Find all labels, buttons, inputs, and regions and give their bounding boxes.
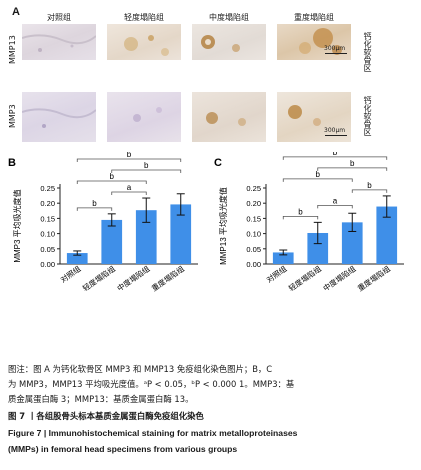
significance-bracket: [317, 167, 388, 171]
panel-letter: B: [8, 157, 16, 169]
figure-note-line-3: 质金属蛋白酶 3；MMP13：基质金属蛋白酶 13。: [8, 394, 194, 404]
significance-bracket: [76, 207, 113, 211]
column-header-severe: 重度塌陷组: [294, 13, 334, 22]
bar-3: [376, 206, 398, 264]
significance-label: b: [367, 181, 372, 190]
bar-2: [341, 222, 363, 264]
bar-0: [272, 252, 294, 264]
scale-bar-label: 300μm: [324, 127, 346, 134]
micrograph-mmp3-moderate: [192, 92, 266, 142]
x-tick-label: 轻度塌陷组: [80, 263, 117, 293]
significance-bracket: [351, 189, 388, 193]
scale-bar-label: 300μm: [324, 45, 346, 52]
significance-label: b: [92, 199, 97, 208]
micrograph-mmp3-control: [22, 92, 96, 142]
micrograph-mmp13-control: [22, 24, 96, 60]
micrograph-mmp13-moderate: [192, 24, 266, 60]
significance-bracket: [317, 204, 353, 209]
significance-label: b: [350, 159, 355, 168]
micrograph-mmp3-severe: 300μm: [277, 92, 351, 142]
y-axis-label: MMP3 平均吸光度值: [12, 189, 22, 262]
y-axis-label: MMP13 平均吸光度值: [218, 187, 228, 265]
figure-title-en-line-1: Figure 7 | Immunohistochemical staining …: [8, 428, 298, 438]
column-header-mild: 轻度塌陷组: [124, 13, 164, 22]
scale-bar: [325, 53, 347, 54]
significance-bracket: [111, 191, 147, 196]
significance-bracket: [111, 169, 182, 174]
y-tick-label: 0.10: [40, 230, 55, 239]
significance-label: b: [316, 170, 321, 179]
x-tick-label: 中度塌陷组: [115, 263, 152, 293]
figure-note-line-1: 图注：图 A 为钙化软骨区 MMP3 和 MMP13 免疫组化染色图片；B，C: [8, 364, 273, 374]
column-header-moderate: 中度塌陷组: [209, 13, 249, 22]
significance-bracket: [282, 178, 353, 182]
figure-title-cn: 图 7 丨各组股骨头标本基质金属蛋白酶免疫组化染色: [8, 411, 204, 421]
panel-letter: C: [214, 157, 222, 169]
bar-1: [101, 219, 123, 264]
x-tick-label: 重度塌陷组: [355, 263, 392, 293]
y-tick-label: 0.15: [246, 214, 261, 223]
significance-label: b: [144, 161, 149, 170]
bar-3: [170, 204, 192, 264]
x-tick-label: 轻度塌陷组: [286, 263, 323, 293]
y-tick-label: 0.25: [246, 184, 261, 193]
micrograph-mmp3-mild: [107, 92, 181, 142]
x-tick-label: 中度塌陷组: [321, 263, 358, 293]
y-tick-label: 0.00: [246, 260, 261, 269]
x-tick-label: 对照组: [264, 263, 289, 284]
y-tick-label: 0.05: [40, 245, 55, 254]
significance-bracket: [282, 215, 319, 220]
x-tick-label: 重度塌陷组: [149, 263, 186, 293]
row-label-mmp3: MMP3: [8, 104, 17, 128]
chart-panel-c: C MMP13 平均吸光度值 0.00 0.05 0.10 0.15 0.20 0.25 对照组…: [214, 152, 404, 293]
figure-note-line-2: 为 MMP3，MMP13 平均吸光度值。ᵃP < 0.05，ᵇP < 0.000…: [8, 379, 295, 389]
micrograph-mmp13-severe: 300μm: [277, 24, 351, 60]
y-tick-label: 0.10: [246, 230, 261, 239]
row-label-mmp13: MMP13: [8, 35, 17, 64]
side-label-calcified-cartilage: 钙化软骨区: [363, 32, 372, 72]
y-tick-label: 0.25: [40, 184, 55, 193]
bar-2: [135, 210, 157, 264]
scale-bar: [325, 135, 347, 136]
y-tick-label: 0.05: [246, 245, 261, 254]
significance-label: b: [298, 207, 303, 216]
micrograph-mmp13-mild: [107, 24, 181, 60]
y-tick-label: 0.15: [40, 214, 55, 223]
significance-label: a: [127, 183, 132, 192]
significance-bracket: [76, 158, 182, 163]
y-tick-label: 0.20: [40, 199, 55, 208]
significance-bracket: [282, 156, 388, 160]
x-tick-label: 对照组: [58, 263, 83, 284]
column-header-control: 对照组: [47, 13, 71, 22]
significance-label: b: [110, 172, 115, 181]
y-tick-label: 0.00: [40, 260, 55, 269]
significance-label: a: [333, 196, 338, 205]
bar-1: [307, 232, 329, 264]
figure-title-en-line-2: (MMPs) in femoral head specimens from va…: [8, 444, 238, 454]
y-tick-label: 0.20: [246, 199, 261, 208]
significance-label: b: [333, 152, 338, 157]
significance-bracket: [76, 180, 147, 185]
side-label-calcified-cartilage: 钙化软骨区: [363, 96, 372, 136]
significance-label: b: [127, 152, 132, 159]
bar-0: [66, 253, 88, 264]
chart-panel-b: B MMP3 平均吸光度值 0.00 0.05 0.10 0.15 0.20 0.25 对照组轻…: [8, 152, 198, 293]
panel-a-letter: A: [12, 6, 20, 18]
